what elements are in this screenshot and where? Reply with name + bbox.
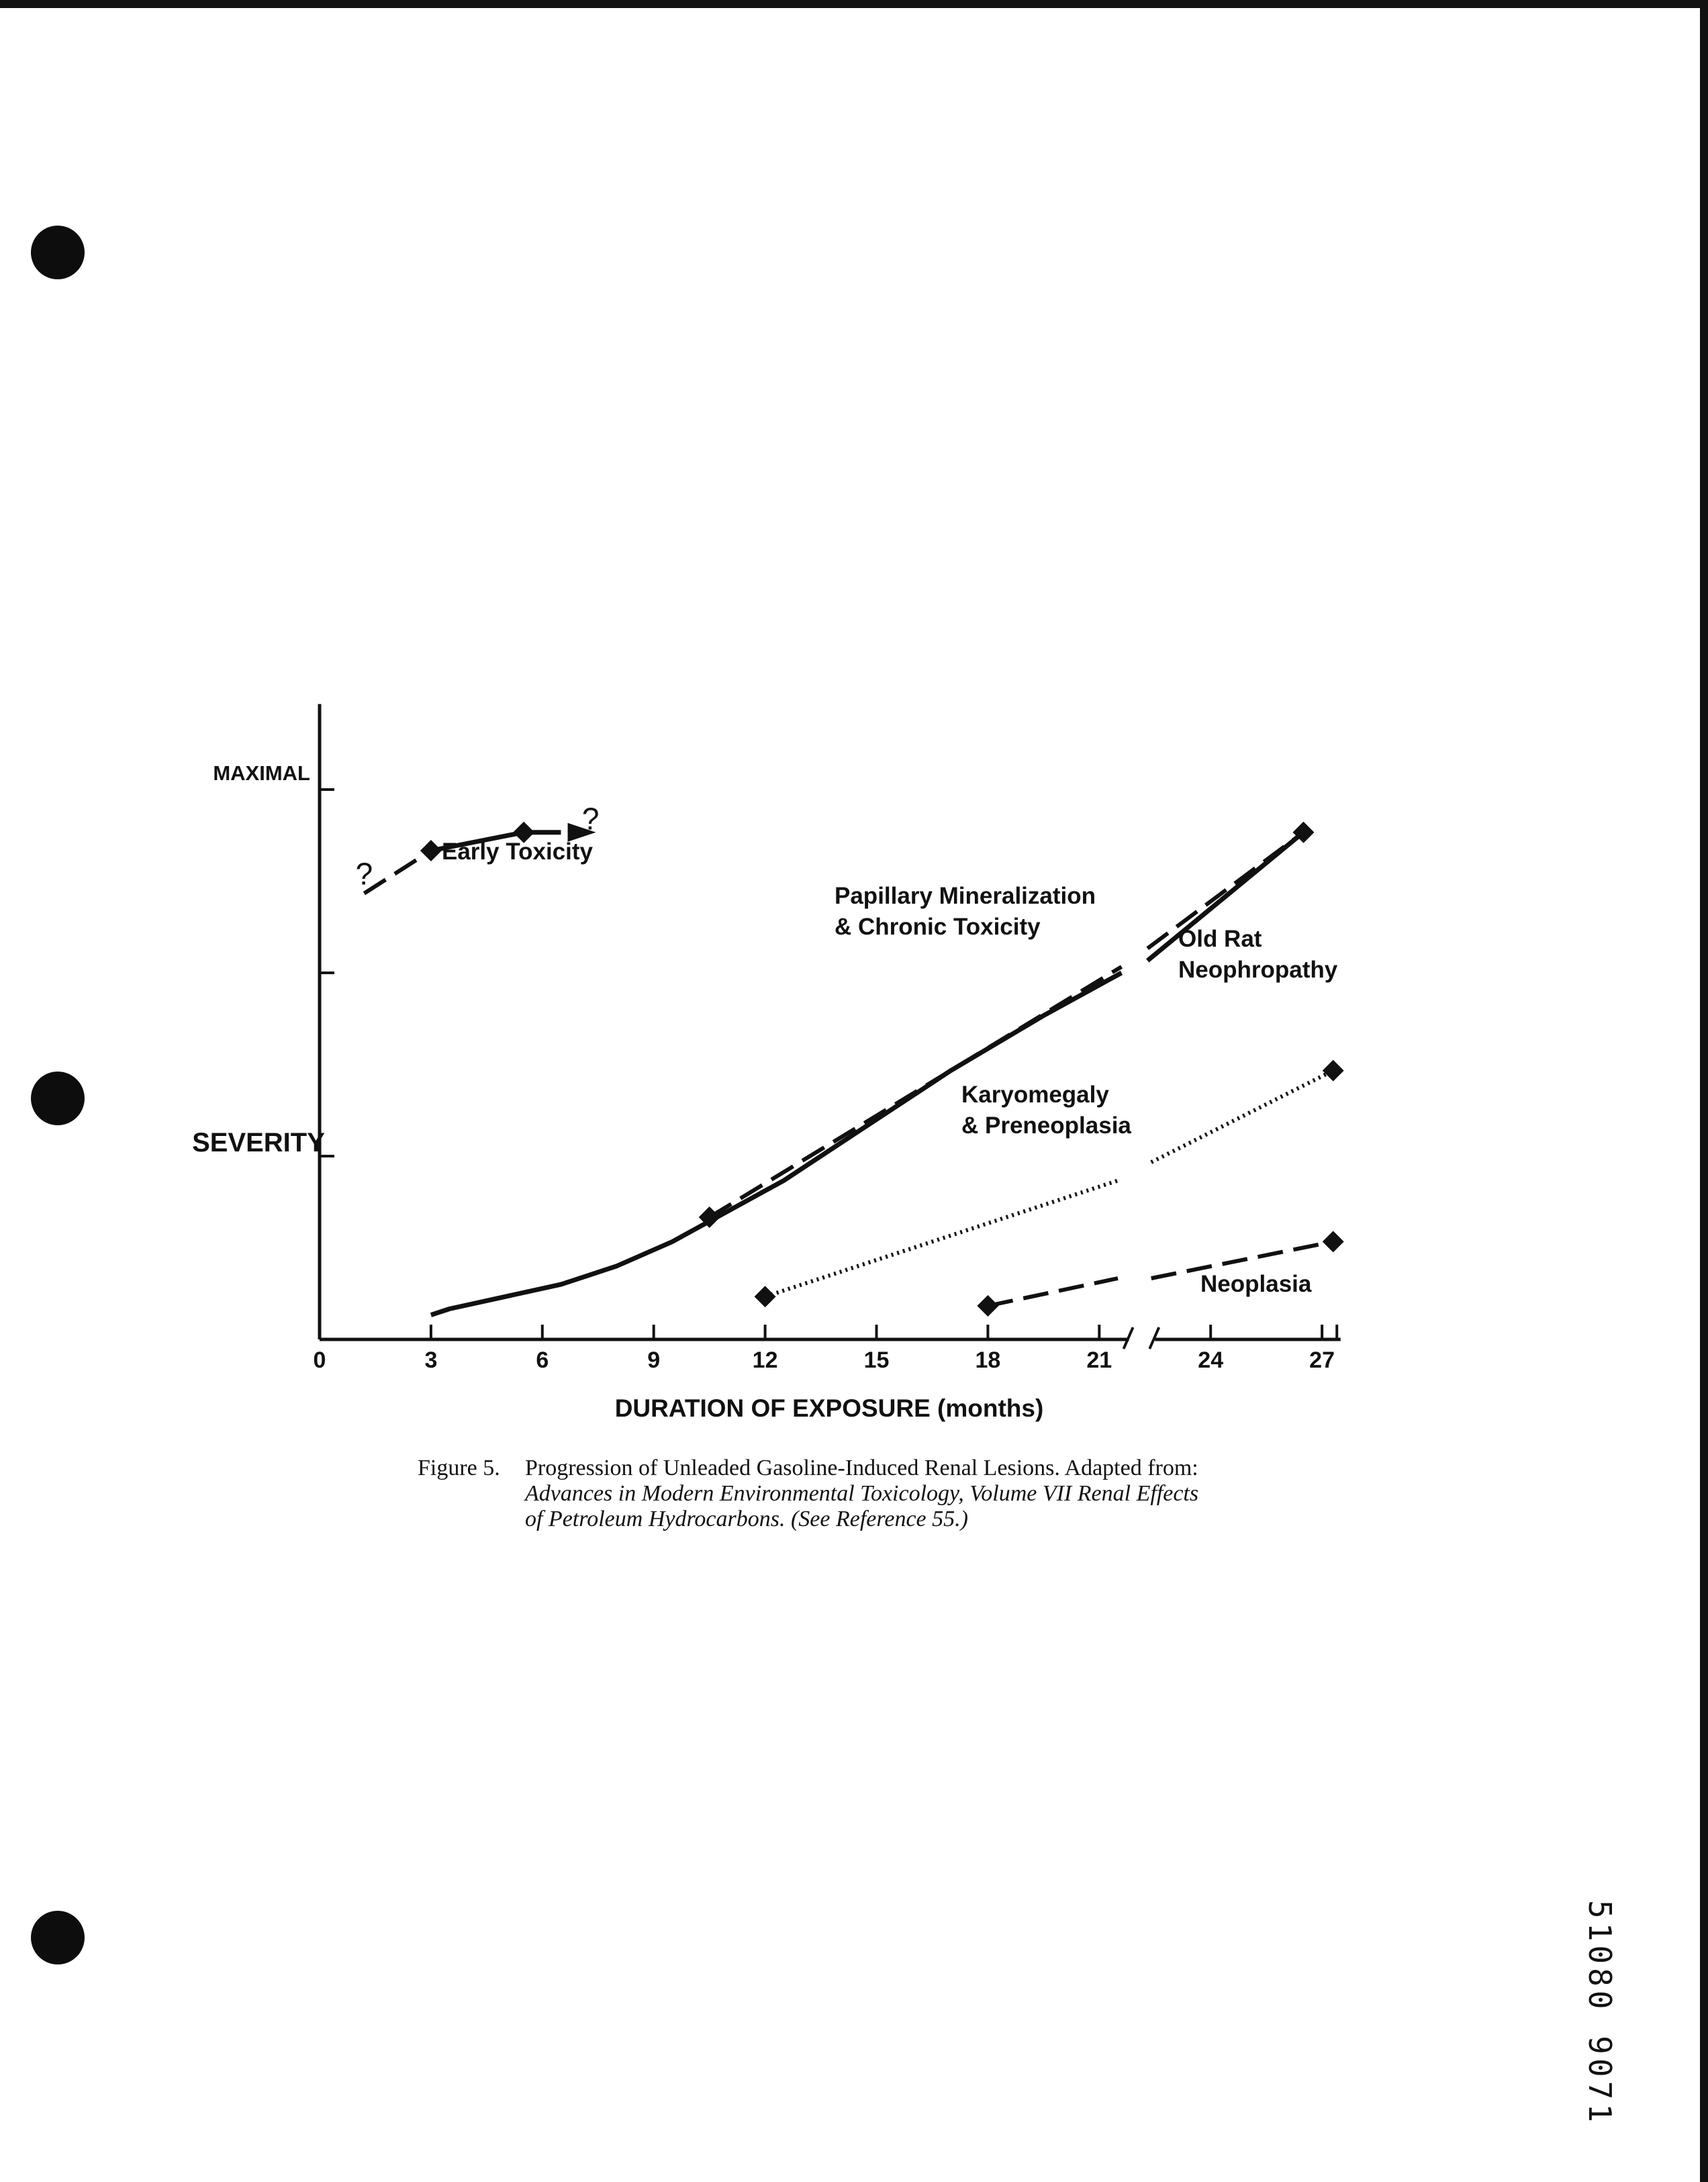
chart-series: ?? [356, 802, 1344, 1317]
series-label-0-line-0: Early Toxicity [442, 839, 594, 865]
series-0-marker-1 [513, 821, 535, 843]
series-3-segment-1 [1150, 1068, 1335, 1164]
caption-line-1: Progression of Unleaded Gasoline-Induced… [525, 1456, 1198, 1480]
punch-hole-middle [31, 1072, 85, 1125]
x-tick-label-6: 6 [536, 1347, 549, 1373]
x-tick-label-0: 0 [314, 1347, 326, 1373]
caption-line-2: Advances in Modern Environmental Toxicol… [525, 1481, 1199, 1506]
series-label-3-line-1: & Preneoplasia [961, 1112, 1131, 1139]
series-4-segment-0 [987, 1276, 1119, 1308]
x-tick-label-24: 24 [1198, 1347, 1223, 1373]
x-axis-label: DURATION OF EXPOSURE (months) [615, 1394, 1044, 1422]
document-id-stamp: 51080 9071 [1582, 1900, 1618, 2126]
series-0-question-mark-0: ? [356, 856, 373, 891]
series-label-1-line-1: & Chronic Toxicity [835, 914, 1041, 940]
figure-caption: Figure 5. Progression of Unleaded Gasoli… [418, 1456, 1358, 1532]
series-3-segment-0 [764, 1178, 1119, 1299]
x-tick-label-27: 27 [1309, 1347, 1335, 1373]
punch-hole-bottom [31, 1911, 85, 1964]
x-axis-break-mark-right [1148, 1327, 1161, 1349]
caption-number: Figure 5. [418, 1456, 500, 1480]
series-label-2-line-0: Old Rat [1178, 926, 1262, 952]
series-4-segment-1 [1151, 1239, 1334, 1280]
y-axis-top-label: MAXIMAL [213, 761, 310, 785]
caption-line-3: of Petroleum Hydrocarbons. (See Referenc… [525, 1507, 968, 1531]
x-tick-label-9: 9 [647, 1347, 660, 1373]
x-tick-label-15: 15 [864, 1347, 890, 1373]
scan-right-edge [1700, 0, 1708, 2182]
series-0-question-mark-1: ? [582, 802, 600, 837]
chart-axes: 0 3 6 9 12 15 18 21 24 27 MAXIMAL SEVERITY DURATION … [192, 704, 1341, 1422]
series-0-segment-0 [363, 849, 432, 896]
series-4-marker-1 [1322, 1231, 1344, 1253]
series-2-segment-1 [1145, 830, 1305, 963]
punch-hole-top [31, 226, 85, 279]
series-4-marker-0 [977, 1294, 999, 1317]
x-tick-label-3: 3 [424, 1347, 437, 1373]
series-label-1-line-0: Papillary Mineralization [835, 883, 1096, 909]
x-axis-break-mark-left [1122, 1327, 1135, 1349]
x-tick-label-21: 21 [1086, 1347, 1112, 1373]
x-tick-label-18: 18 [975, 1347, 1000, 1373]
series-3-marker-1 [1322, 1059, 1344, 1082]
scan-top-edge [0, 0, 1708, 8]
series-2-segment-0 [430, 970, 1123, 1317]
series-0-marker-0 [420, 840, 442, 861]
x-tick-label-12: 12 [753, 1347, 778, 1373]
series-label-4-line-0: Neoplasia [1200, 1271, 1312, 1297]
y-axis-label: SEVERITY [192, 1128, 325, 1157]
chart-labels: Early Toxicity Papillary Mineralization & … [442, 839, 1338, 1297]
series-0-arrow-head [567, 822, 596, 842]
series-label-2-line-1: Neophropathy [1178, 957, 1338, 983]
severity-chart: 0 3 6 9 12 15 18 21 24 27 MAXIMAL SEVERITY DURATION … [192, 704, 1344, 1422]
series-label-3-line-0: Karyomegaly [961, 1082, 1109, 1108]
series-3-marker-0 [754, 1286, 776, 1308]
